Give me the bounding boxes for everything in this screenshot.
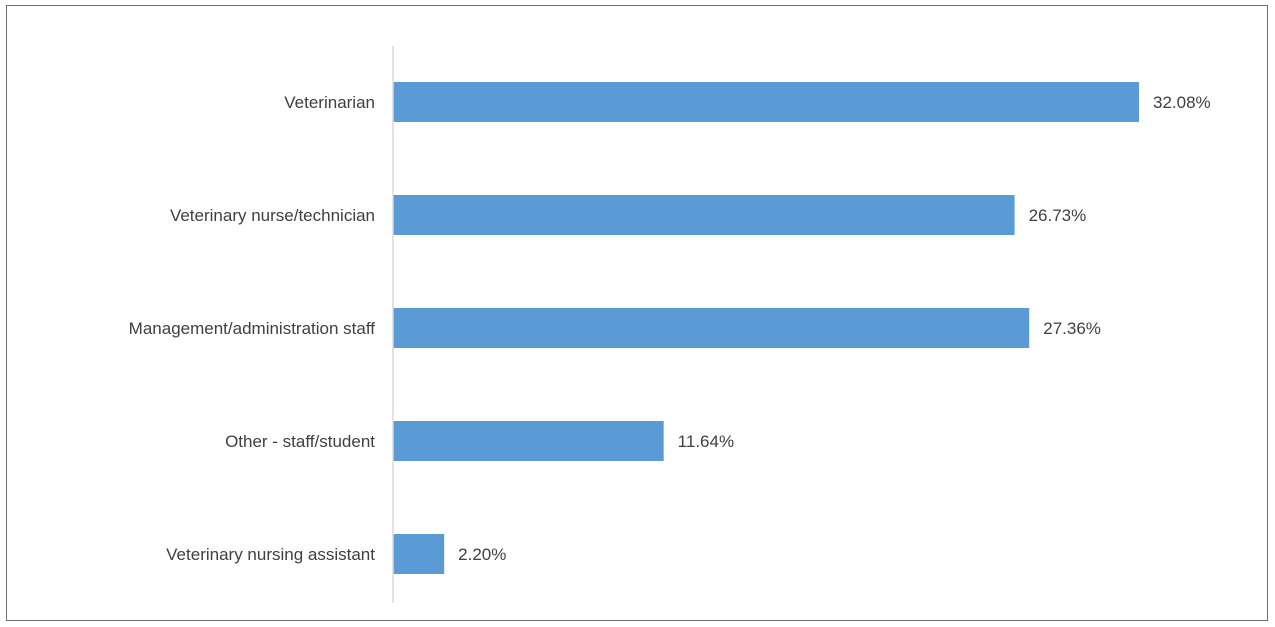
category-label-4: Other - staff/student — [225, 432, 375, 451]
value-labels: 32.08% 26.73% 27.36% 11.64% 2.20% — [458, 93, 1211, 564]
value-label-2: 26.73% — [1029, 206, 1087, 225]
category-label-1: Veterinarian — [284, 93, 375, 112]
value-label-1: 32.08% — [1153, 93, 1211, 112]
bar-4 — [393, 421, 664, 461]
bar-chart: Veterinarian Veterinary nurse/technician M… — [129, 46, 1211, 603]
chart-frame: Veterinarian Veterinary nurse/technician M… — [6, 5, 1268, 621]
bars-group — [393, 82, 1139, 574]
bar-5 — [393, 534, 445, 574]
bar-3 — [393, 308, 1030, 348]
bar-1 — [393, 82, 1139, 122]
value-label-3: 27.36% — [1043, 319, 1101, 338]
category-labels: Veterinarian Veterinary nurse/technician M… — [129, 93, 376, 564]
bar-2 — [393, 195, 1015, 235]
value-label-4: 11.64% — [678, 432, 734, 451]
value-label-5: 2.20% — [458, 545, 506, 564]
category-label-3: Management/administration staff — [129, 319, 376, 338]
category-label-2: Veterinary nurse/technician — [170, 206, 375, 225]
category-label-5: Veterinary nursing assistant — [166, 545, 375, 564]
